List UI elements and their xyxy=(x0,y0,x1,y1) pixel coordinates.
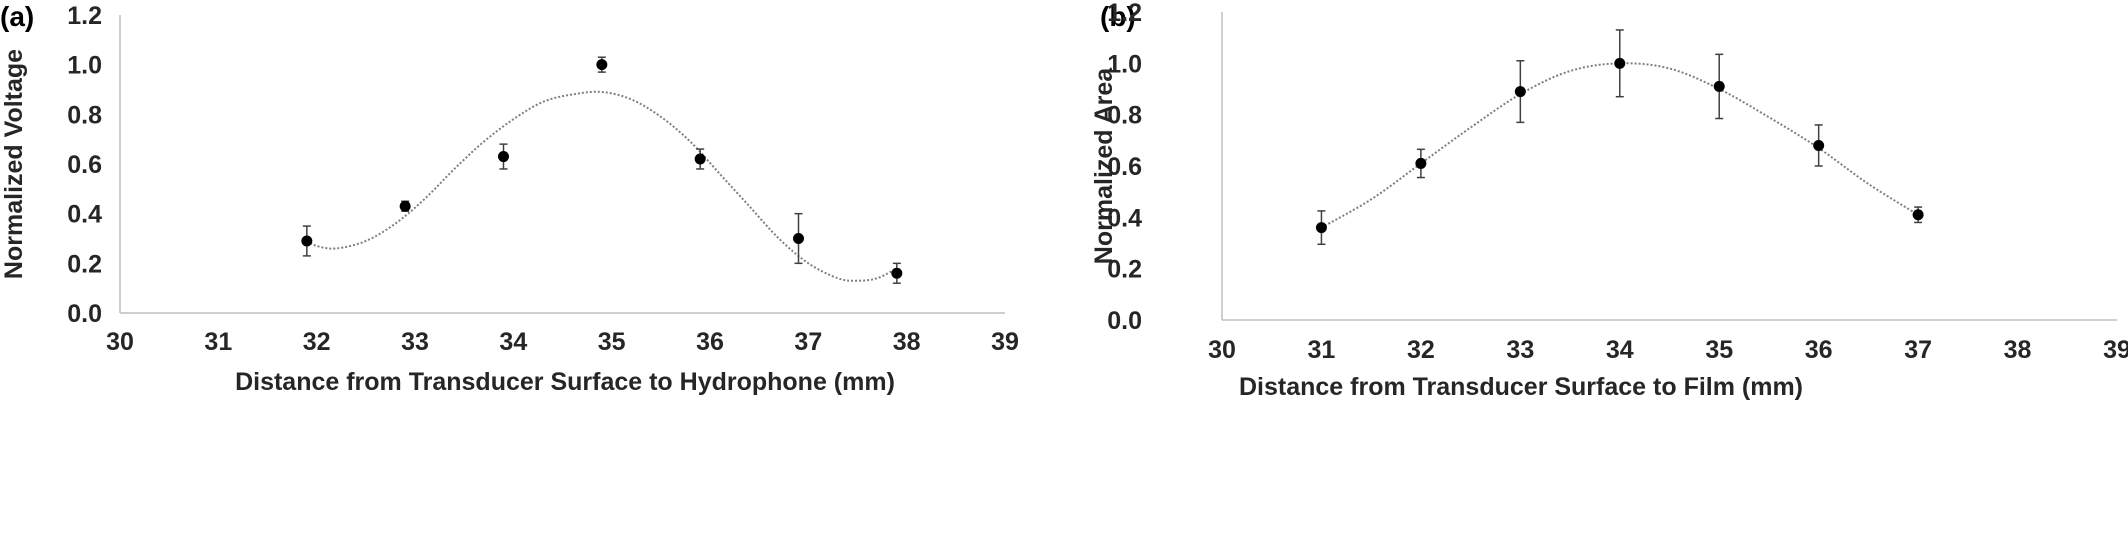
x-tick-label: 36 xyxy=(1805,336,1833,364)
data-point xyxy=(1912,209,1924,221)
x-tick-label: 32 xyxy=(303,328,331,356)
data-point xyxy=(301,235,313,247)
x-tick-label: 37 xyxy=(1904,336,1932,364)
x-tick-label: 36 xyxy=(696,328,724,356)
x-tick-label: 31 xyxy=(204,328,232,356)
data-point xyxy=(1315,222,1327,234)
x-tick-label: 35 xyxy=(1705,336,1733,364)
x-tick-label: 38 xyxy=(2004,336,2032,364)
x-axis-title: Distance from Transducer Surface to Hydr… xyxy=(235,368,895,396)
y-tick-label: 0.8 xyxy=(1107,102,1142,130)
data-point xyxy=(596,59,608,71)
x-tick-label: 30 xyxy=(1208,336,1236,364)
data-point xyxy=(498,151,509,163)
y-tick-label: 1.2 xyxy=(67,2,102,30)
data-point xyxy=(1713,80,1725,92)
y-axis-title: Normalized Area xyxy=(1090,67,1118,264)
x-tick-label: 39 xyxy=(991,328,1019,356)
data-point xyxy=(793,233,804,244)
x-tick-label: 33 xyxy=(1506,336,1534,364)
x-tick-label: 37 xyxy=(794,328,822,356)
data-point xyxy=(1415,157,1427,169)
x-axis-title: Distance from Transducer Surface to Film… xyxy=(1239,373,1803,401)
x-tick-label: 32 xyxy=(1407,336,1435,364)
chart-panel-b: (b) 0.0 0.2 0.4 0.6 0.8 1.0 1.2 30 31 32 33 34 35 36 37… xyxy=(1090,0,2128,401)
x-tick-label: 35 xyxy=(598,328,626,356)
y-tick-label: 0.2 xyxy=(1107,256,1142,284)
x-tick-label: 34 xyxy=(1606,336,1634,364)
data-point xyxy=(1514,86,1526,98)
data-point xyxy=(1813,139,1825,151)
data-point xyxy=(1614,57,1626,69)
chart-panel-a: (a) 0.0 0.2 0.4 0.6 0.8 1.0 1.2 30 31 32 33 34 35 36 37… xyxy=(0,1,1019,396)
y-tick-label: 0.6 xyxy=(1107,153,1142,181)
fit-curve xyxy=(306,90,898,282)
x-tick-label: 31 xyxy=(1308,336,1336,364)
data-point xyxy=(694,153,706,165)
y-tick-label: 1.0 xyxy=(1107,50,1142,78)
y-tick-label: 0.4 xyxy=(1107,204,1142,232)
x-tick-label: 33 xyxy=(401,328,429,356)
y-tick-label: 0.4 xyxy=(67,201,102,229)
x-tick-label: 39 xyxy=(2103,336,2128,364)
y-tick-label: 0.0 xyxy=(67,300,102,328)
panel-label: (b) xyxy=(1100,1,1136,32)
y-tick-label: 0.2 xyxy=(67,250,102,278)
data-point xyxy=(891,267,903,279)
x-tick-label: 30 xyxy=(106,328,134,356)
x-tick-label: 34 xyxy=(499,328,527,356)
y-tick-label: 1.2 xyxy=(1107,0,1142,27)
panel-label: (a) xyxy=(0,1,34,32)
data-point xyxy=(399,200,411,212)
y-tick-label: 0.0 xyxy=(1107,307,1142,335)
y-tick-label: 0.6 xyxy=(67,151,102,179)
y-tick-label: 1.0 xyxy=(67,52,102,80)
y-axis-title: Normalized Voltage xyxy=(0,49,28,279)
y-tick-label: 0.8 xyxy=(67,101,102,129)
x-tick-label: 38 xyxy=(893,328,921,356)
